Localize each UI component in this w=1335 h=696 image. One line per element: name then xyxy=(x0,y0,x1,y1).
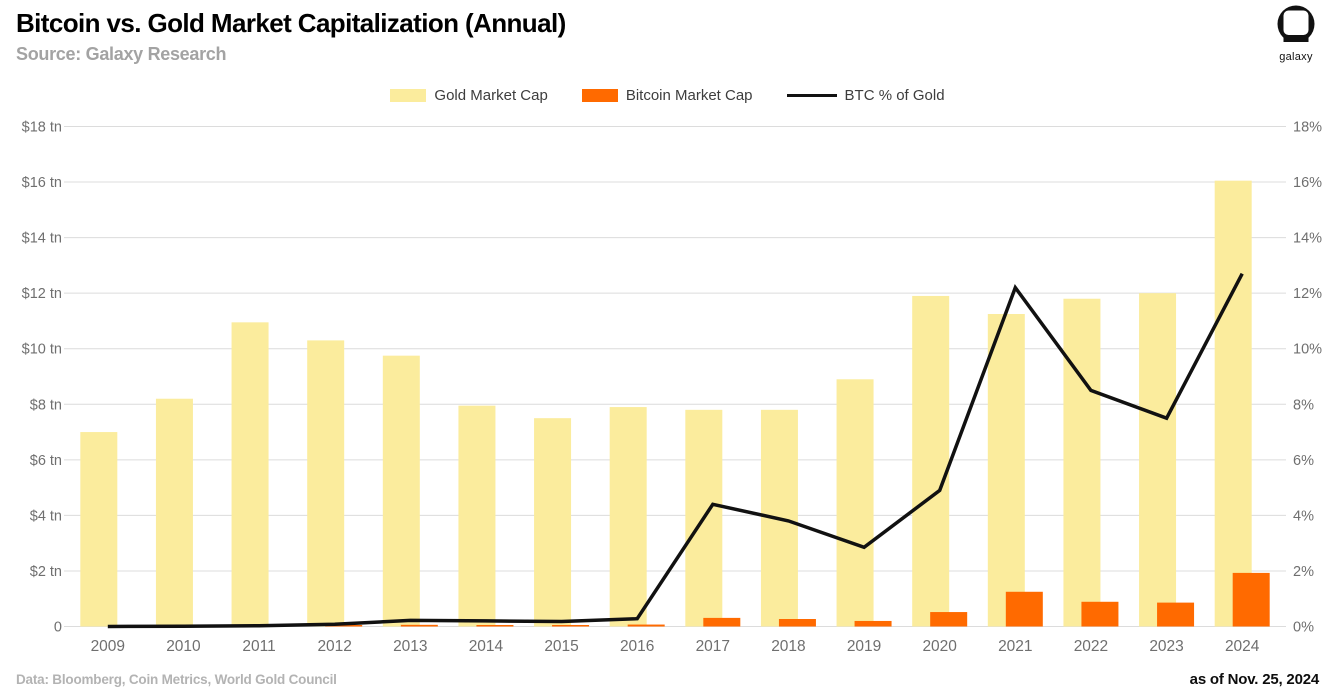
bitcoin-bar-2020 xyxy=(930,612,968,627)
bitcoin-bar-2013 xyxy=(400,624,438,627)
as-of-date: as of Nov. 25, 2024 xyxy=(1189,671,1320,688)
gold-bar-2023 xyxy=(1139,293,1177,627)
x-axis-label-2017: 2017 xyxy=(696,638,730,655)
bitcoin-bar-2016 xyxy=(627,624,665,627)
y-axis-label-left: $16 tn xyxy=(22,175,62,191)
gold-bar-2013 xyxy=(382,355,420,627)
y-axis-label-left: $6 tn xyxy=(30,453,62,469)
y-axis-label-right: 8% xyxy=(1293,397,1314,413)
bitcoin-bar-2019 xyxy=(854,620,892,627)
bitcoin-bar-2015 xyxy=(552,625,590,627)
x-axis-label-2019: 2019 xyxy=(847,638,881,655)
x-axis-label-2018: 2018 xyxy=(771,638,805,655)
y-axis-label-right: 2% xyxy=(1293,564,1314,580)
gold-bar-2010 xyxy=(155,398,193,627)
y-axis-label-left: $2 tn xyxy=(30,564,62,580)
galaxy-logo: galaxy xyxy=(1269,5,1323,63)
line-swatch-icon xyxy=(786,94,837,97)
x-axis-label-2015: 2015 xyxy=(544,638,578,655)
gold-bar-2019 xyxy=(836,379,874,627)
gold-bar-2020 xyxy=(912,295,950,627)
y-axis-label-right: 16% xyxy=(1293,175,1322,191)
y-axis-label-left: 0 xyxy=(54,620,62,636)
bitcoin-bar-2018 xyxy=(778,619,816,627)
x-axis-label-2013: 2013 xyxy=(393,638,427,655)
galaxy-logo-icon xyxy=(1277,5,1315,45)
x-axis-label-2024: 2024 xyxy=(1225,638,1260,655)
x-axis-label-2011: 2011 xyxy=(242,638,275,655)
bitcoin-bar-2014 xyxy=(476,625,514,627)
x-axis-label-2021: 2021 xyxy=(998,638,1032,655)
y-axis-label-right: 12% xyxy=(1293,286,1322,302)
legend-item-gold: Gold Market Cap xyxy=(390,87,548,104)
bitcoin-bar-2023 xyxy=(1157,602,1195,627)
x-axis-label-2020: 2020 xyxy=(922,638,957,655)
source-subtitle: Source: Galaxy Research xyxy=(16,44,227,64)
y-axis-label-right: 18% xyxy=(1293,120,1322,136)
y-axis-label-left: $18 tn xyxy=(22,120,62,136)
bitcoin-bar-2012 xyxy=(325,625,363,627)
gold-bar-2021 xyxy=(987,314,1025,627)
bitcoin-bar-2017 xyxy=(703,617,741,627)
y-axis-label-left: $4 tn xyxy=(30,508,62,524)
x-axis-label-2016: 2016 xyxy=(620,638,654,655)
gold-bar-2014 xyxy=(458,405,496,627)
bitcoin-bar-2022 xyxy=(1081,601,1119,627)
y-axis-label-left: $14 tn xyxy=(22,231,62,247)
x-axis-label-2012: 2012 xyxy=(317,638,351,655)
x-axis-label-2023: 2023 xyxy=(1149,638,1183,655)
y-axis-label-right: 6% xyxy=(1293,453,1314,469)
y-axis-label-right: 10% xyxy=(1293,342,1322,358)
y-axis-label-right: 14% xyxy=(1293,231,1322,247)
legend-label-btc-pct: BTC % of Gold xyxy=(844,87,945,104)
legend-item-bitcoin: Bitcoin Market Cap xyxy=(581,87,753,104)
x-axis-label-2010: 2010 xyxy=(166,638,201,655)
bitcoin-swatch-icon xyxy=(581,89,618,102)
legend-item-btc-pct: BTC % of Gold xyxy=(786,87,945,104)
gold-bar-2009 xyxy=(80,432,118,627)
gold-bar-2012 xyxy=(307,340,345,627)
y-axis-label-right: 0% xyxy=(1293,620,1314,636)
x-axis-label-2022: 2022 xyxy=(1074,638,1108,655)
chart-legend: Gold Market Cap Bitcoin Market Cap BTC %… xyxy=(0,87,1335,104)
y-axis-label-left: $10 tn xyxy=(22,342,62,358)
gold-bar-2024 xyxy=(1214,180,1252,627)
page-title: Bitcoin vs. Gold Market Capitalization (… xyxy=(16,8,566,38)
bitcoin-bar-2024 xyxy=(1232,572,1270,627)
legend-label-bitcoin: Bitcoin Market Cap xyxy=(625,87,753,104)
data-sources-note: Data: Bloomberg, Coin Metrics, World Gol… xyxy=(16,672,337,687)
gold-bar-2011 xyxy=(231,322,269,627)
gold-swatch-icon xyxy=(390,89,427,102)
gold-bar-2022 xyxy=(1063,298,1101,627)
gold-bar-2016 xyxy=(609,407,647,627)
bitcoin-bar-2021 xyxy=(1005,591,1043,627)
x-axis-label-2014: 2014 xyxy=(469,638,504,655)
x-axis-label-2009: 2009 xyxy=(91,638,125,655)
y-axis-label-left: $12 tn xyxy=(22,286,62,302)
y-axis-label-right: 4% xyxy=(1293,508,1314,524)
y-axis-label-left: $8 tn xyxy=(30,397,62,413)
galaxy-logo-text: galaxy xyxy=(1279,51,1313,63)
gold-bar-2015 xyxy=(534,418,572,627)
btc-pct-of-gold-line xyxy=(107,272,1244,629)
legend-label-gold: Gold Market Cap xyxy=(434,87,548,104)
